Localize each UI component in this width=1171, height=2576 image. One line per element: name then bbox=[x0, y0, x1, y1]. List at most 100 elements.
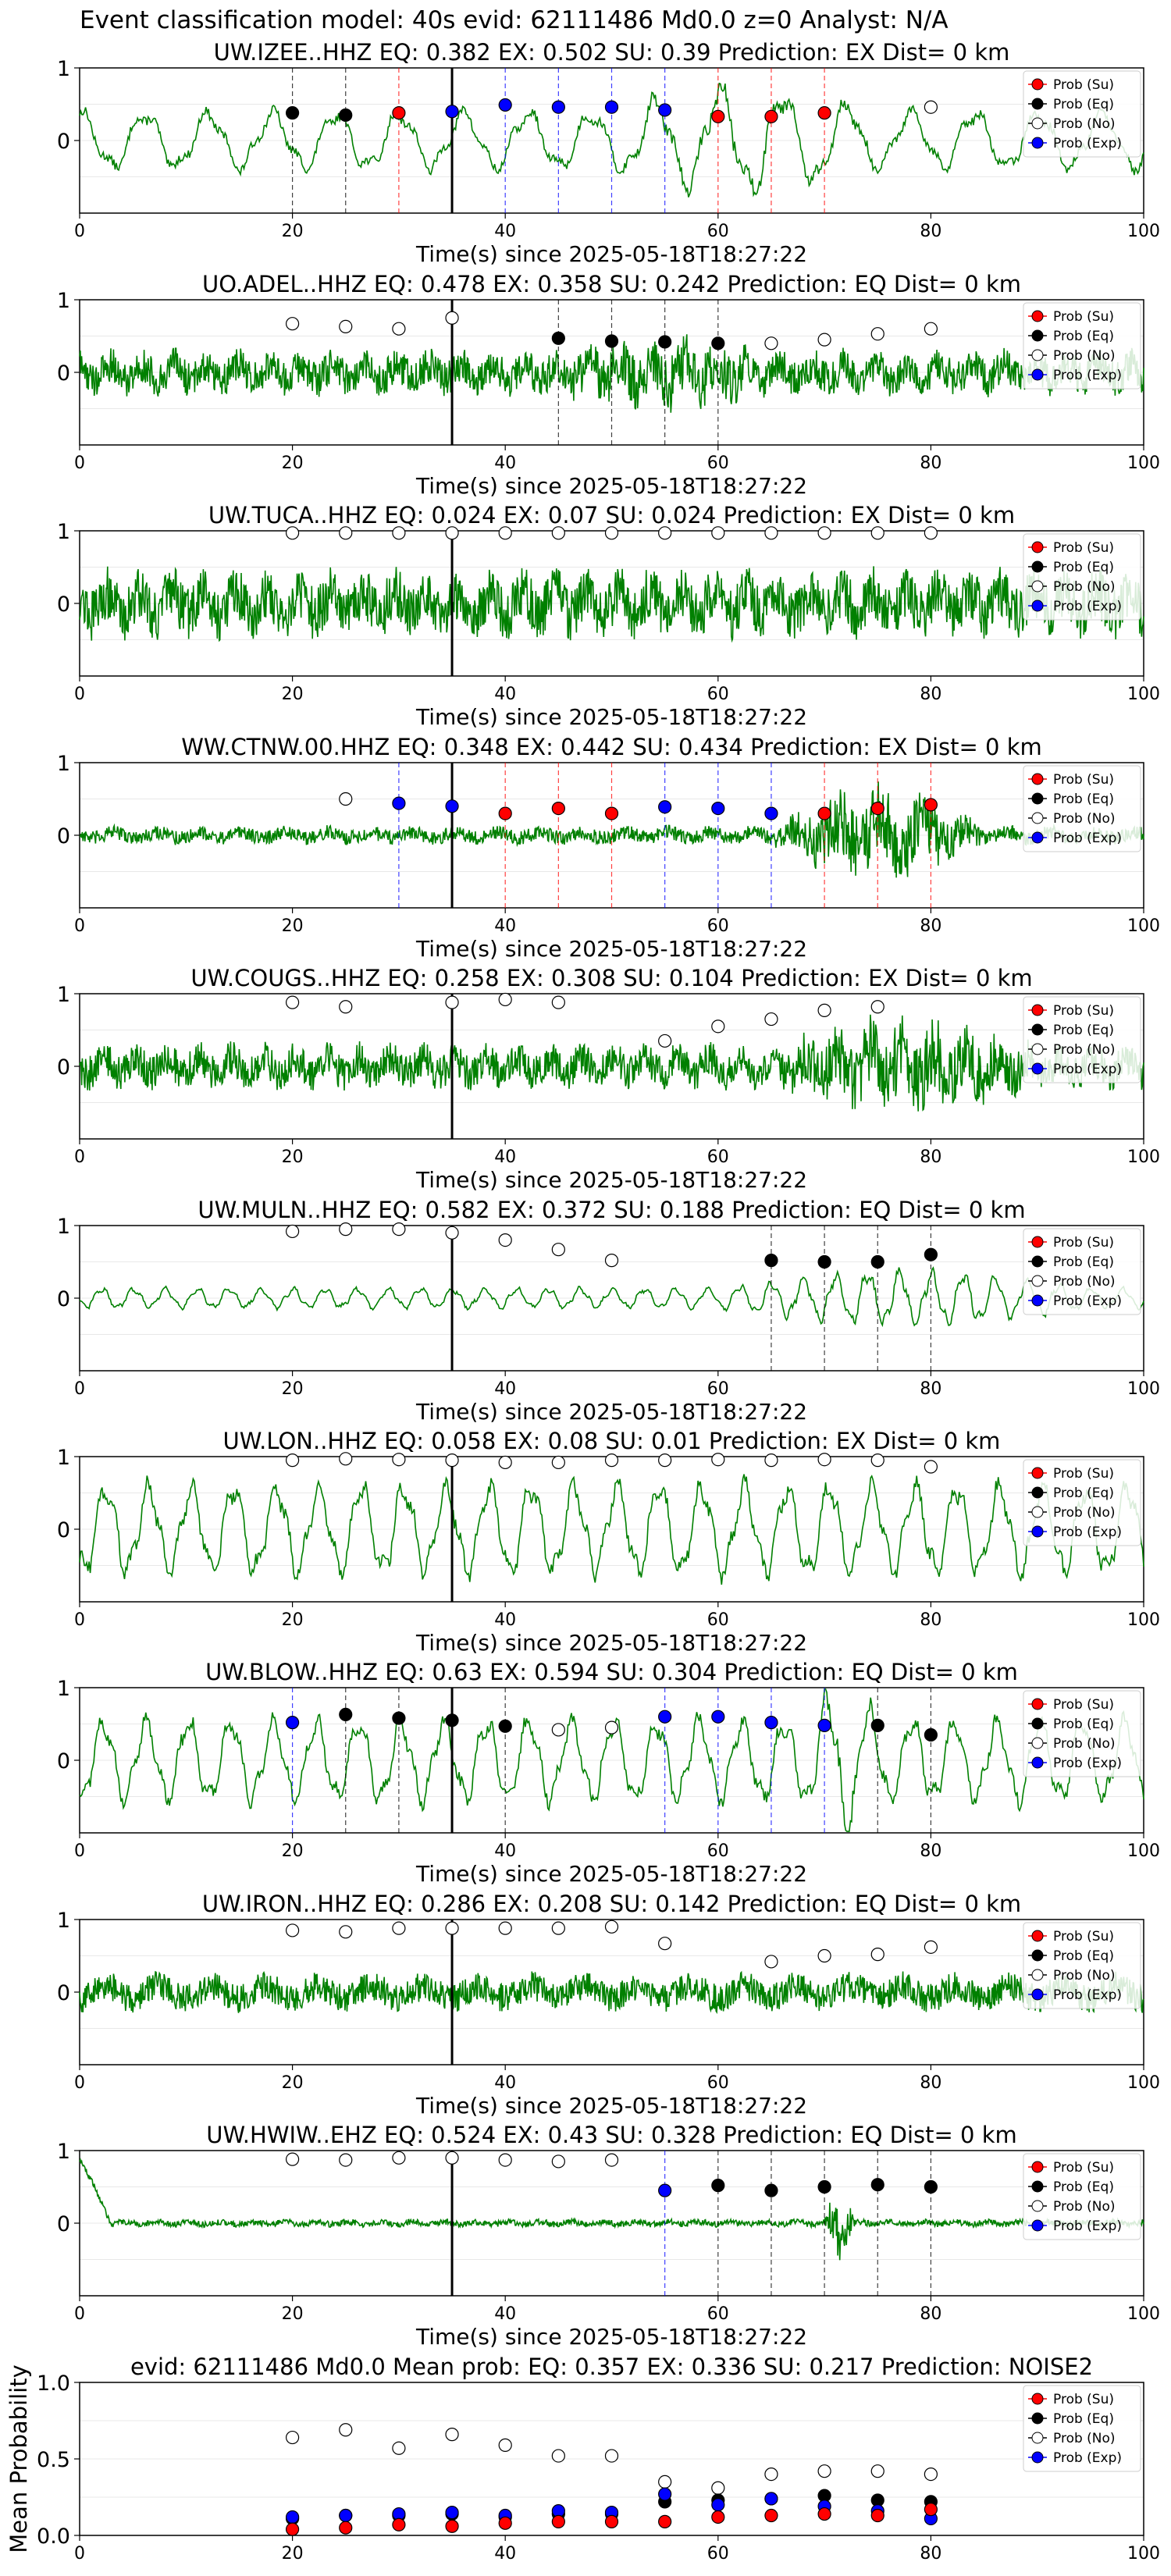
station-panel: WW.CTNW.00.HHZ EQ: 0.348 EX: 0.442 SU: 0… bbox=[57, 734, 1160, 962]
x-tick-label: 0 bbox=[74, 1147, 85, 1167]
mean-marker-no bbox=[658, 2475, 672, 2489]
y-tick-label: 1 bbox=[57, 1677, 70, 1701]
x-axis-label: Time(s) since 2025-05-18T18:27:22 bbox=[415, 241, 807, 267]
legend-marker-exp bbox=[1031, 368, 1044, 381]
prob-marker-no bbox=[764, 336, 778, 350]
y-tick-label: 1 bbox=[57, 1215, 70, 1239]
y-tick-label: 0.5 bbox=[37, 2448, 70, 2472]
legend-marker-eq bbox=[1031, 98, 1044, 110]
x-axis-label: Time(s) since 2025-05-18T18:27:22 bbox=[415, 1167, 807, 1193]
mean-marker-no bbox=[551, 2449, 565, 2463]
y-tick-label: 1 bbox=[57, 1446, 70, 1470]
x-tick-label: 20 bbox=[282, 1610, 304, 1630]
prob-marker-no bbox=[604, 1453, 619, 1468]
legend-marker-exp bbox=[1031, 1294, 1044, 1307]
x-tick-label: 60 bbox=[707, 222, 729, 241]
legend-label: Prob (Eq) bbox=[1053, 1023, 1114, 1038]
prob-marker-eq bbox=[339, 1707, 353, 1722]
y-tick-label: 0 bbox=[57, 1287, 70, 1311]
panel-title: UW.HWIW..EHZ EQ: 0.524 EX: 0.43 SU: 0.32… bbox=[206, 2122, 1017, 2148]
prob-marker-no bbox=[551, 1455, 565, 1470]
prob-marker-no bbox=[870, 526, 884, 540]
x-tick-label: 60 bbox=[707, 1379, 729, 1399]
prob-marker-eq bbox=[870, 2178, 884, 2192]
prob-marker-no bbox=[498, 992, 512, 1007]
legend-marker-eq bbox=[1031, 560, 1044, 573]
x-tick-label: 100 bbox=[1127, 1841, 1160, 1861]
prob-marker-no bbox=[339, 1222, 353, 1236]
station-panel: UW.BLOW..HHZ EQ: 0.63 EX: 0.594 SU: 0.30… bbox=[57, 1659, 1160, 1887]
prob-marker-exp bbox=[711, 1710, 725, 1724]
station-panel: UW.TUCA..HHZ EQ: 0.024 EX: 0.07 SU: 0.02… bbox=[57, 502, 1160, 730]
x-tick-label: 100 bbox=[1127, 454, 1160, 473]
legend-label: Prob (No) bbox=[1053, 116, 1116, 132]
y-tick-label: 1 bbox=[57, 57, 70, 81]
x-tick-label: 80 bbox=[920, 916, 941, 936]
waveform-trace bbox=[79, 1474, 1144, 1585]
legend-marker-su bbox=[1031, 1004, 1044, 1016]
legend-marker-exp bbox=[1031, 2451, 1044, 2464]
legend-label: Prob (Exp) bbox=[1053, 136, 1122, 151]
y-tick-label: 0 bbox=[57, 824, 70, 849]
legend-marker-no bbox=[1031, 1043, 1044, 1055]
prob-marker-exp bbox=[286, 1716, 300, 1730]
legend-marker-eq bbox=[1031, 2412, 1044, 2425]
legend-marker-eq bbox=[1031, 329, 1044, 342]
x-tick-label: 80 bbox=[920, 2304, 941, 2324]
legend-label: Prob (Eq) bbox=[1053, 1717, 1114, 1732]
legend-label: Prob (Su) bbox=[1053, 540, 1114, 556]
legend-marker-exp bbox=[1031, 1062, 1044, 1075]
mean-marker-su bbox=[339, 2521, 353, 2535]
legend-marker-eq bbox=[1031, 1949, 1044, 1962]
prob-marker-su bbox=[392, 106, 406, 120]
panel-title: evid: 62111486 Md0.0 Mean prob: EQ: 0.35… bbox=[130, 2354, 1093, 2380]
panel-title: UW.TUCA..HHZ EQ: 0.024 EX: 0.07 SU: 0.02… bbox=[208, 502, 1015, 528]
panel-title: UW.COUGS..HHZ EQ: 0.258 EX: 0.308 SU: 0.… bbox=[190, 965, 1032, 991]
prob-marker-no bbox=[498, 526, 512, 540]
prob-marker-no bbox=[339, 319, 353, 334]
legend-label: Prob (Su) bbox=[1053, 2160, 1114, 2176]
prob-marker-exp bbox=[711, 801, 725, 816]
prob-marker-no bbox=[764, 1012, 778, 1026]
prob-marker-eq bbox=[764, 2183, 778, 2197]
x-tick-label: 20 bbox=[282, 1841, 304, 1861]
prob-marker-eq bbox=[711, 336, 725, 350]
legend-box bbox=[1023, 1228, 1141, 1315]
legend-label: Prob (Exp) bbox=[1053, 1756, 1122, 1771]
legend-label: Prob (Exp) bbox=[1053, 368, 1122, 383]
prob-marker-no bbox=[817, 526, 831, 540]
prob-marker-no bbox=[604, 1920, 619, 1934]
x-tick-label: 80 bbox=[920, 454, 941, 473]
x-tick-label: 0 bbox=[74, 2544, 85, 2564]
prob-marker-no bbox=[286, 1923, 300, 1937]
prob-marker-no bbox=[764, 1453, 778, 1468]
prob-marker-no bbox=[817, 1948, 831, 1963]
x-tick-label: 40 bbox=[494, 2544, 516, 2564]
legend-label: Prob (Exp) bbox=[1053, 1293, 1122, 1309]
legend-marker-su bbox=[1031, 310, 1044, 322]
x-tick-label: 20 bbox=[282, 2304, 304, 2324]
prob-marker-exp bbox=[658, 800, 672, 814]
prob-marker-su bbox=[498, 806, 512, 820]
x-tick-label: 20 bbox=[282, 1147, 304, 1167]
prob-marker-no bbox=[817, 333, 831, 347]
legend-label: Prob (No) bbox=[1053, 1505, 1116, 1521]
mean-marker-no bbox=[445, 2428, 459, 2442]
legend-label: Prob (No) bbox=[1053, 811, 1116, 827]
x-tick-label: 0 bbox=[74, 222, 85, 241]
prob-marker-exp bbox=[764, 1716, 778, 1730]
y-tick-label: 0 bbox=[57, 130, 70, 154]
panel-title: UW.IRON..HHZ EQ: 0.286 EX: 0.208 SU: 0.1… bbox=[202, 1891, 1021, 1917]
station-panel: UW.IZEE..HHZ EQ: 0.382 EX: 0.502 SU: 0.3… bbox=[57, 39, 1160, 267]
prob-marker-su bbox=[817, 106, 831, 120]
legend-label: Prob (No) bbox=[1053, 1274, 1116, 1290]
legend-label: Prob (Eq) bbox=[1053, 792, 1114, 807]
prob-marker-no bbox=[339, 526, 353, 540]
x-axis-label: Time(s) since 2025-05-18T18:27:22 bbox=[415, 473, 807, 499]
mean-marker-exp bbox=[286, 2510, 300, 2524]
x-tick-label: 100 bbox=[1127, 1610, 1160, 1630]
y-tick-label: 1 bbox=[57, 752, 70, 776]
x-tick-label: 60 bbox=[707, 916, 729, 936]
station-panel: UW.IRON..HHZ EQ: 0.286 EX: 0.208 SU: 0.1… bbox=[57, 1891, 1160, 2119]
